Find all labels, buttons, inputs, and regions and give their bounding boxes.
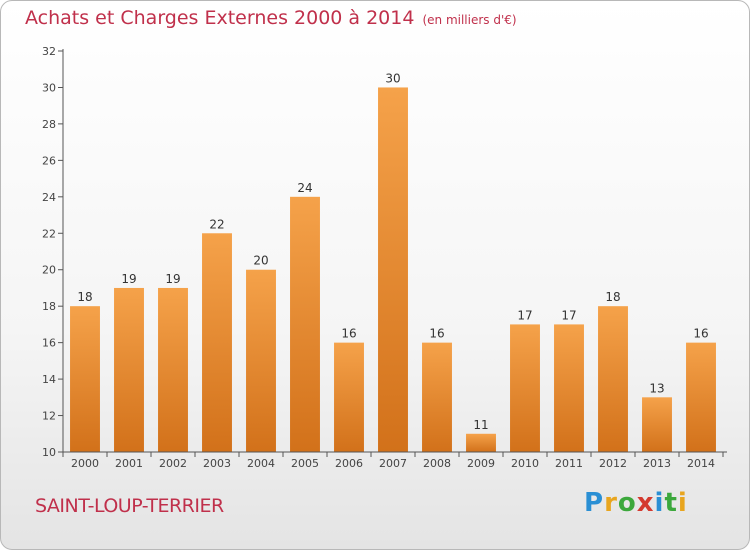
bar-2009: [466, 433, 496, 452]
x-tick-label: 2005: [291, 457, 319, 470]
data-label: 20: [253, 254, 268, 268]
bar-2013: [642, 397, 672, 452]
bar-2014: [686, 342, 716, 452]
logo-letter: r: [604, 488, 618, 518]
bar-2010: [510, 324, 540, 452]
bar-2007: [378, 87, 408, 453]
x-tick-label: 2012: [599, 457, 627, 470]
data-label: 13: [649, 381, 664, 395]
y-tick-label: 30: [42, 81, 56, 94]
y-tick-label: 22: [42, 227, 56, 240]
y-tick-label: 20: [42, 264, 56, 277]
data-label: 18: [605, 290, 620, 304]
title-text: Achats et Charges Externes 2000 à 2014: [25, 7, 415, 29]
bar-2008: [422, 342, 452, 452]
x-tick-label: 2007: [379, 457, 407, 470]
commune-name: SAINT-LOUP-TERRIER: [35, 495, 224, 517]
y-tick-label: 18: [42, 300, 56, 313]
x-tick-label: 2009: [467, 457, 495, 470]
logo-letter: i: [654, 488, 665, 518]
x-tick-label: 2008: [423, 457, 451, 470]
data-label: 19: [165, 272, 180, 286]
x-tick-label: 2006: [335, 457, 363, 470]
data-label: 30: [385, 71, 400, 85]
bar-2002: [158, 287, 188, 452]
y-tick-label: 28: [42, 118, 56, 131]
logo-letter: P: [584, 488, 605, 518]
unit-text: (en milliers d'€): [422, 13, 517, 27]
data-label: 16: [693, 327, 708, 341]
logo-letter: i: [677, 488, 688, 518]
y-tick-label: 32: [42, 45, 56, 58]
bar-2001: [114, 287, 144, 452]
x-tick-label: 2000: [71, 457, 99, 470]
x-tick-label: 2003: [203, 457, 231, 470]
data-label: 24: [297, 181, 312, 195]
data-label: 18: [77, 290, 92, 304]
data-label: 17: [561, 308, 576, 322]
data-label: 17: [517, 308, 532, 322]
bar-2006: [334, 342, 364, 452]
y-tick-label: 16: [42, 337, 56, 350]
y-tick-label: 26: [42, 154, 56, 167]
x-tick-label: 2011: [555, 457, 583, 470]
y-tick-label: 14: [42, 373, 56, 386]
x-tick-label: 2010: [511, 457, 539, 470]
y-tick-label: 12: [42, 410, 56, 423]
data-label: 19: [121, 272, 136, 286]
bar-2000: [70, 306, 100, 452]
logo-letter: x: [636, 488, 655, 518]
data-label: 16: [341, 327, 356, 341]
chart-title: Achats et Charges Externes 2000 à 2014 (e…: [25, 7, 517, 29]
data-label: 11: [473, 418, 488, 432]
proxiti-logo[interactable]: Proxiti: [584, 488, 688, 518]
data-label: 16: [429, 327, 444, 341]
y-tick-label: 24: [42, 191, 56, 204]
bar-2003: [202, 233, 232, 452]
x-tick-label: 2014: [687, 457, 715, 470]
x-tick-label: 2004: [247, 457, 275, 470]
logo-letter: o: [617, 488, 637, 518]
y-tick-label: 10: [42, 446, 56, 459]
bar-2011: [554, 324, 584, 452]
x-tick-label: 2001: [115, 457, 143, 470]
data-label: 22: [209, 217, 224, 231]
x-tick-label: 2013: [643, 457, 671, 470]
x-tick-label: 2002: [159, 457, 187, 470]
bar-2012: [598, 306, 628, 452]
logo-letter: t: [664, 488, 678, 518]
bar-2005: [290, 196, 320, 452]
bar-2004: [246, 269, 276, 452]
